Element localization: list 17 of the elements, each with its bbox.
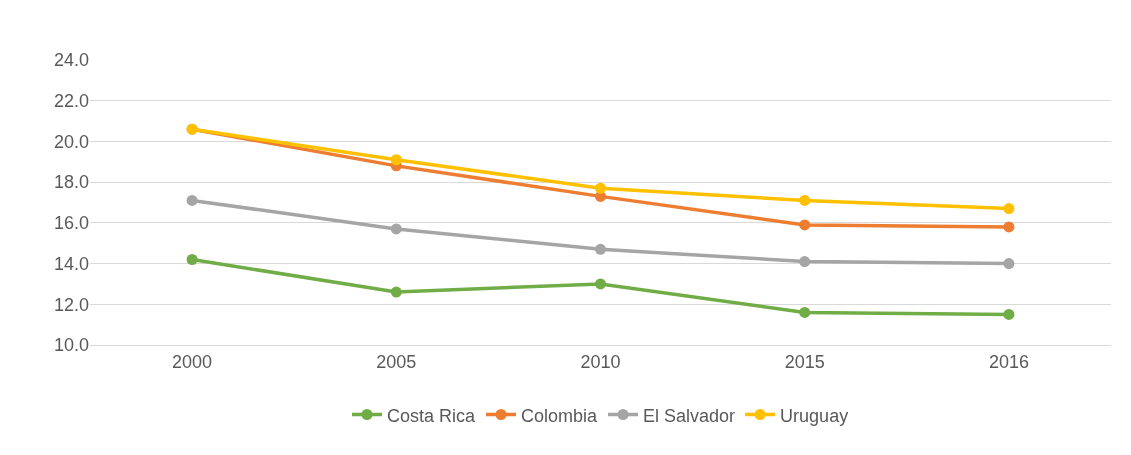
x-tick-label: 2000 bbox=[172, 351, 213, 372]
y-tick-label: 18.0 bbox=[53, 172, 89, 193]
y-tick-label: 24.0 bbox=[53, 50, 89, 71]
x-tick-label: 2005 bbox=[376, 351, 417, 372]
y-tick-label: 14.0 bbox=[53, 253, 89, 274]
y-tick-label: 22.0 bbox=[53, 91, 89, 112]
y-tick-label: 10.0 bbox=[53, 335, 89, 356]
x-tick-label: 2015 bbox=[784, 351, 825, 372]
legend-label: Costa Rica bbox=[387, 405, 477, 426]
y-tick-label: 12.0 bbox=[53, 294, 89, 315]
legend-label: Colombia bbox=[521, 405, 599, 426]
x-tick-label: 2010 bbox=[580, 351, 621, 372]
y-tick-label: 16.0 bbox=[53, 213, 89, 234]
x-tick-label: 2016 bbox=[988, 351, 1029, 372]
legend-label: El Salvador bbox=[643, 405, 736, 426]
y-tick-label: 20.0 bbox=[53, 131, 89, 152]
legend-label: Uruguay bbox=[780, 405, 849, 426]
